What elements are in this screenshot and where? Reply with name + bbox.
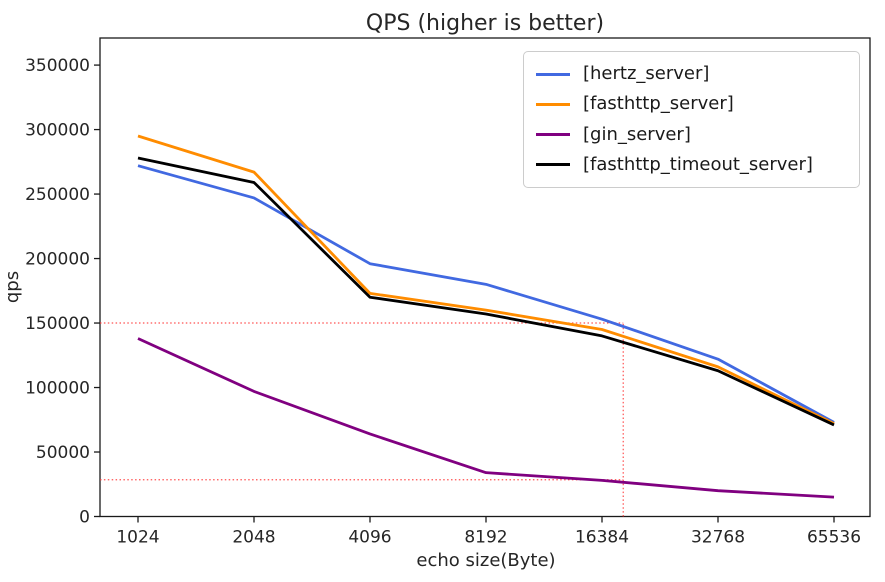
y-tick-label: 350000 [25, 56, 90, 76]
x-tick-label: 4096 [348, 528, 391, 548]
x-tick-label: 65536 [807, 528, 861, 548]
chart-title: QPS (higher is better) [366, 11, 604, 36]
y-tick-label: 0 [79, 508, 90, 528]
x-tick-label: 16384 [575, 528, 629, 548]
annotation-layer [100, 322, 624, 517]
y-tick-label: 200000 [25, 250, 90, 270]
series-line-hertz_server [137, 164, 835, 424]
y-tick-label: 250000 [25, 185, 90, 205]
legend-line-swatch [536, 102, 570, 106]
x-tick-label: 2048 [232, 528, 275, 548]
legend-label: [fasthttp_timeout_server] [583, 153, 813, 175]
series-layer [137, 134, 835, 499]
legend-item: [hertz_server] [536, 64, 847, 84]
y-axis-label: qps [2, 271, 23, 303]
legend-line-swatch [536, 163, 570, 167]
plot-border [99, 37, 871, 518]
series-line-fasthttp_timeout_server [137, 156, 835, 427]
y-tick-label: 150000 [25, 314, 90, 334]
legend: [hertz_server] [fasthttp_server] [gin_serv… [523, 51, 860, 188]
y-tick-label: 100000 [25, 379, 90, 399]
legend-item: [fasthttp_timeout_server] [536, 155, 847, 175]
legend-label: [fasthttp_server] [583, 93, 734, 115]
legend-label: [gin_server] [583, 123, 691, 145]
x-tick-label: 8192 [464, 528, 507, 548]
axes-layer: 0 50000 100000 150000 200000 250000 300000 3500… [25, 37, 871, 548]
y-tick-label: 300000 [25, 121, 90, 141]
legend-label: [hertz_server] [583, 63, 710, 85]
series-line-gin_server [137, 337, 835, 499]
y-tick-label: 50000 [36, 443, 90, 463]
legend-line-swatch [536, 133, 570, 137]
series-line-fasthttp_server [137, 134, 835, 425]
legend-item: [fasthttp_server] [536, 94, 847, 114]
x-tick-label: 32768 [691, 528, 745, 548]
legend-item: [gin_server] [536, 123, 847, 145]
x-axis-label: echo size(Byte) [416, 550, 555, 571]
legend-line-swatch [536, 72, 570, 76]
x-tick-label: 1024 [116, 528, 159, 548]
